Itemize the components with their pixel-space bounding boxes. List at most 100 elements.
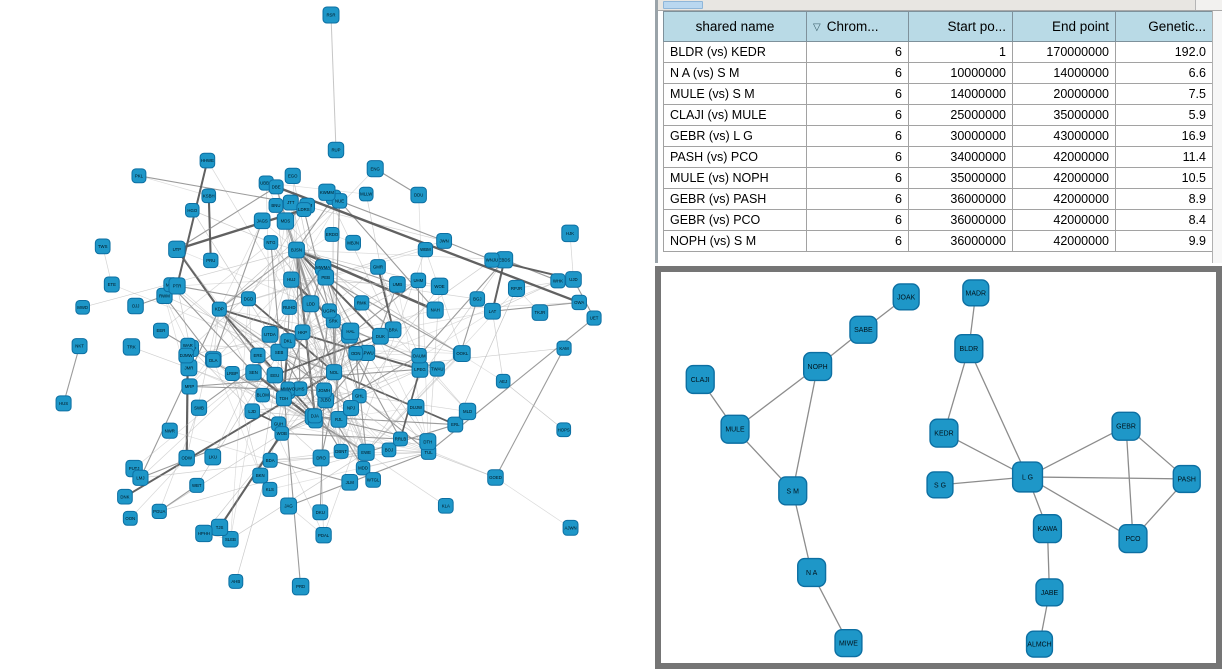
network-node[interactable]: ODW: [178, 449, 195, 467]
network-node-kawa[interactable]: KAWA: [1032, 514, 1063, 544]
network-node[interactable]: WBT: [189, 477, 205, 493]
network-node[interactable]: LAT: [484, 302, 501, 320]
cell-chromosome[interactable]: 6: [806, 125, 909, 147]
network-node[interactable]: TDH: [275, 390, 292, 407]
network-node[interactable]: MWD: [75, 300, 90, 315]
cell-start-point[interactable]: 34000000: [908, 146, 1013, 168]
network-node[interactable]: LPEG: [411, 360, 429, 378]
network-node[interactable]: UHM: [410, 272, 427, 289]
network-node[interactable]: EER: [153, 322, 169, 339]
network-node[interactable]: WHK: [550, 273, 566, 289]
network-node[interactable]: PRD: [291, 577, 310, 596]
network-node[interactable]: UTDA: [261, 326, 279, 343]
network-node[interactable]: BKN: [252, 467, 269, 484]
network-node[interactable]: RMK: [354, 295, 370, 311]
network-node-bldr[interactable]: BLDR: [954, 333, 984, 364]
network-node[interactable]: MLLW: [358, 186, 374, 202]
network-node-noph[interactable]: NOPH: [802, 351, 833, 382]
network-node[interactable]: PGUA: [151, 503, 167, 520]
network-node[interactable]: UMB: [389, 276, 406, 293]
network-node[interactable]: JAGS: [253, 212, 271, 230]
network-node-miwe[interactable]: MIWE: [834, 628, 863, 658]
network-node[interactable]: RUP: [327, 141, 345, 159]
network-node[interactable]: RUHD: [281, 299, 297, 315]
network-node[interactable]: DBE: [268, 179, 284, 195]
network-node-jabe[interactable]: JABE: [1035, 578, 1064, 607]
network-node[interactable]: PRU: [203, 252, 219, 269]
table-row[interactable]: GEBR (vs) PCO 6 36000000 42000000 8.4: [663, 209, 1213, 231]
network-node[interactable]: OAUM: [411, 348, 427, 364]
network-node[interactable]: SEN: [245, 364, 262, 381]
network-node[interactable]: BLOM: [255, 387, 271, 403]
full-network-canvas[interactable]: RSRRUPDNKBLOMSMLJEEUBGJOJJAPWUEREMWMAUBB…: [0, 0, 655, 669]
network-node[interactable]: DUJW: [407, 398, 425, 417]
cell-shared-name[interactable]: GEBR (vs) PCO: [663, 209, 807, 231]
network-node[interactable]: ERL: [447, 416, 464, 433]
table-row[interactable]: CLAJI (vs) MULE 6 25000000 35000000 5.9: [663, 104, 1213, 126]
cell-end-point[interactable]: 42000000: [1012, 146, 1116, 168]
table-row[interactable]: MULE (vs) NOPH 6 35000000 42000000 10.5: [663, 167, 1213, 189]
network-node[interactable]: UET: [586, 310, 602, 326]
cell-end-point[interactable]: 20000000: [1012, 83, 1116, 105]
network-node[interactable]: HAL: [341, 322, 360, 340]
network-node-pash[interactable]: PASH: [1172, 464, 1201, 494]
network-node[interactable]: JAG: [280, 497, 298, 515]
network-node[interactable]: HOPS: [556, 422, 572, 438]
network-node[interactable]: JLM: [341, 473, 359, 491]
network-node[interactable]: DKU: [312, 504, 329, 521]
network-node[interactable]: EEU: [266, 366, 284, 384]
network-node[interactable]: DUK: [372, 327, 389, 345]
network-node[interactable]: MDD: [355, 460, 371, 476]
network-node[interactable]: NTG: [263, 235, 279, 250]
network-node[interactable]: DGD: [240, 291, 256, 307]
network-node[interactable]: NOL: [325, 364, 343, 381]
network-node[interactable]: AJWN: [562, 519, 579, 536]
cell-chromosome[interactable]: 6: [806, 167, 909, 189]
network-node[interactable]: DRO: [312, 449, 330, 467]
filtered-network-canvas[interactable]: JOAK MADR SABE NOPH CLAJI MULE BLDR KEDR GEBR L G…: [661, 272, 1216, 663]
network-node[interactable]: KWMM: [318, 183, 336, 201]
network-node[interactable]: GHL: [352, 388, 367, 404]
network-node[interactable]: GOED: [487, 469, 504, 486]
network-node[interactable]: LMJ: [132, 469, 149, 486]
cell-shared-name[interactable]: GEBR (vs) L G: [663, 125, 807, 147]
network-node-gebr[interactable]: GEBR: [1111, 411, 1141, 441]
network-node[interactable]: RJL: [330, 410, 348, 428]
network-node[interactable]: BOJ: [381, 442, 397, 458]
network-node[interactable]: JWN: [436, 232, 453, 249]
network-node[interactable]: JTT: [282, 194, 299, 211]
network-node[interactable]: PKL: [131, 168, 147, 184]
network-node[interactable]: BJSN: [288, 241, 305, 259]
cell-chromosome[interactable]: 6: [806, 188, 909, 210]
network-node[interactable]: DTH: [419, 433, 437, 451]
network-node[interactable]: HKP: [294, 324, 311, 341]
network-node-sabe[interactable]: SABE: [849, 315, 878, 344]
network-node[interactable]: TJS: [210, 518, 229, 537]
cell-genetic-distance[interactable]: 192.0: [1115, 41, 1213, 63]
cell-shared-name[interactable]: N A (vs) S M: [663, 62, 807, 84]
cell-end-point[interactable]: 42000000: [1012, 230, 1116, 252]
cell-end-point[interactable]: 14000000: [1012, 62, 1116, 84]
network-node[interactable]: MDS: [276, 212, 295, 230]
cell-genetic-distance[interactable]: 7.5: [1115, 83, 1213, 105]
network-node-madr[interactable]: MADR: [962, 279, 990, 307]
network-node[interactable]: NAH: [426, 301, 444, 319]
network-node-pco[interactable]: PCO: [1118, 524, 1148, 554]
cell-end-point[interactable]: 43000000: [1012, 125, 1116, 147]
network-node-joak[interactable]: JOAK: [892, 283, 920, 311]
network-node[interactable]: WOE: [430, 277, 449, 296]
network-node[interactable]: WTGL: [365, 472, 381, 488]
cell-shared-name[interactable]: NOPH (vs) S M: [663, 230, 807, 252]
network-node[interactable]: MBJN: [345, 234, 361, 251]
network-node[interactable]: TKJR: [531, 304, 549, 321]
network-node[interactable]: NKT: [71, 338, 88, 355]
network-node[interactable]: ERE: [250, 347, 266, 364]
cell-start-point[interactable]: 10000000: [908, 62, 1013, 84]
network-node[interactable]: UJD: [565, 271, 582, 288]
filter-icon[interactable]: ▽: [813, 22, 821, 33]
network-node-almch[interactable]: ALMCH: [1025, 630, 1054, 658]
network-node[interactable]: RSR: [322, 6, 340, 24]
table-row[interactable]: PASH (vs) PCO 6 34000000 42000000 11.4: [663, 146, 1213, 168]
network-node[interactable]: DDU: [410, 186, 427, 204]
network-node[interactable]: PEB: [317, 268, 335, 286]
